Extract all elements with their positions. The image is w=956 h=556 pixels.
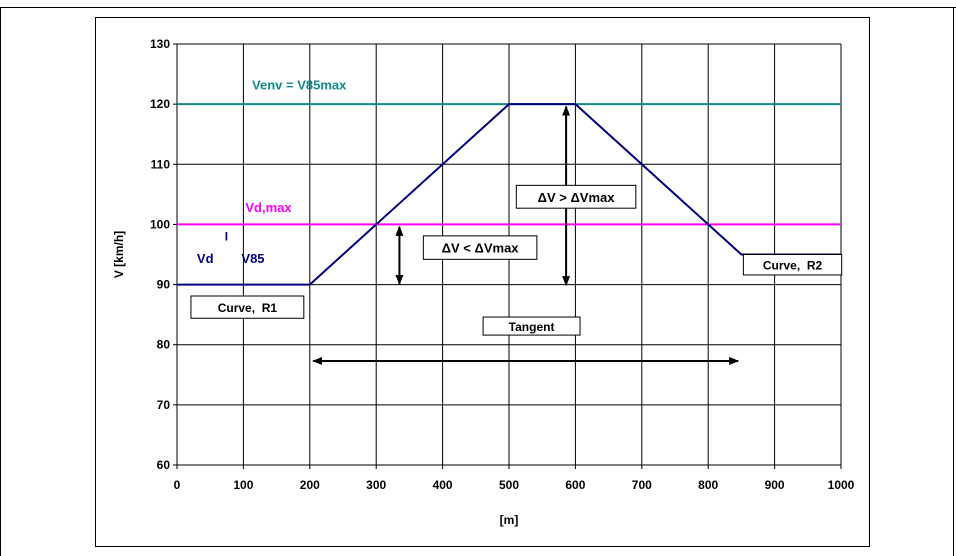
y-tick-label: 120 <box>150 97 170 111</box>
x-tick-label: 700 <box>632 478 652 492</box>
tangent-label: Tangent <box>509 320 555 334</box>
dv-greater-label: ΔV > ΔVmax <box>538 190 616 205</box>
tangent-box: Tangent <box>482 316 581 336</box>
y-tick-label: 130 <box>150 37 170 51</box>
y-tick-label: 110 <box>151 157 171 171</box>
y-tick-label: 100 <box>150 217 170 231</box>
v85-label: V85 <box>241 251 264 266</box>
curve-r2-label: Curve, R2 <box>763 259 823 273</box>
venv-label: Venv = V85max <box>252 78 347 93</box>
window-frame-left <box>0 7 1 556</box>
x-tick-label: 200 <box>300 478 320 492</box>
curve-r1-box: Curve, R1 <box>190 295 305 319</box>
vdmax-label: Vd,max <box>245 200 292 215</box>
y-axis-label: V [km/h] <box>112 231 126 278</box>
x-tick-label: 100 <box>233 478 253 492</box>
x-tick-label: 1000 <box>828 478 855 492</box>
series-line-v85 <box>177 103 841 286</box>
vd-label: Vd <box>197 251 214 266</box>
y-tick-label: 60 <box>157 458 171 472</box>
window-frame-right <box>953 7 954 556</box>
x-tick-label: 500 <box>499 478 519 492</box>
x-tick-label: 300 <box>366 478 386 492</box>
y-tick-label: 90 <box>157 278 171 292</box>
dv-greater-box: ΔV > ΔVmax <box>515 184 637 209</box>
x-tick-label: 0 <box>174 478 181 492</box>
window-frame-top <box>0 7 956 8</box>
separator-label: I <box>225 230 228 244</box>
x-tick-label: 600 <box>565 478 585 492</box>
x-tick-label: 800 <box>698 478 718 492</box>
y-tick-label: 80 <box>157 338 171 352</box>
x-tick-label: 900 <box>765 478 785 492</box>
curve-r2-box: Curve, R2 <box>742 254 843 276</box>
x-tick-label: 400 <box>433 478 453 492</box>
x-axis-label: [m] <box>500 513 519 527</box>
dv-less-box: ΔV < ΔVmax <box>422 235 538 260</box>
y-tick-label: 70 <box>157 398 171 412</box>
dv-less-label: ΔV < ΔVmax <box>442 241 520 256</box>
curve-r1-label: Curve, R1 <box>218 301 278 315</box>
chart-area-border <box>95 17 870 547</box>
